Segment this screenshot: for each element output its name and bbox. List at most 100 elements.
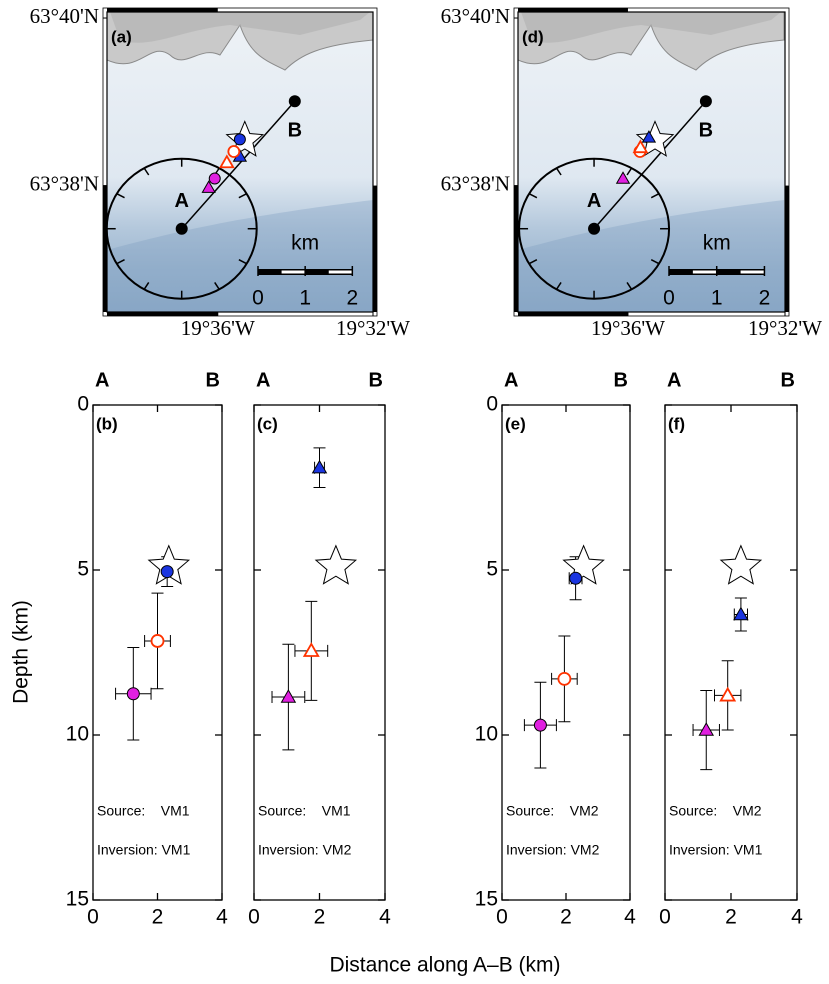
y-tick-label: 63°40'N (441, 4, 510, 28)
panel-label: (c) (257, 414, 278, 433)
marker-star (721, 546, 761, 584)
x-tick-label: 2 (560, 906, 572, 929)
marker (534, 719, 546, 731)
profile-label: A (174, 190, 188, 212)
y-tick-label: 15 (66, 888, 89, 911)
annotation: Inversion: VM1 (669, 842, 763, 858)
x-tick-label: 0 (659, 906, 671, 929)
scale-tick-label: 2 (759, 287, 771, 310)
frame-bar (518, 312, 628, 316)
x-tick-label: 19°32'W (748, 316, 822, 340)
end-label: A (95, 369, 109, 391)
scale-tick-label: 2 (346, 287, 358, 310)
end-label: B (369, 369, 383, 391)
marker (152, 635, 164, 647)
panel-frame (665, 405, 797, 900)
scale-bar-segment (741, 271, 765, 274)
scale-tick-label: 0 (252, 287, 264, 310)
map-body: A B 0 1 2 km (518, 12, 785, 312)
marker (234, 134, 245, 145)
y-axis-label: Depth (km) (10, 600, 33, 704)
scale-label: km (291, 232, 319, 255)
marker (558, 673, 570, 685)
y-tick-label: 5 (486, 558, 498, 581)
figure: Depth (km) Distance along A–B (km) A B 0 1 2… (0, 0, 829, 984)
marker (281, 690, 295, 702)
scale-bar-segment (282, 271, 306, 274)
x-tick-label: 19°36'W (591, 316, 665, 340)
annotation: Inversion: VM2 (506, 842, 600, 858)
x-tick-label: 2 (725, 906, 737, 929)
y-tick-label: 5 (77, 558, 89, 581)
marker (734, 608, 748, 620)
annotation: Inversion: VM2 (258, 842, 352, 858)
scale-tick-label: 0 (663, 287, 675, 310)
end-label: A (667, 369, 681, 391)
marker (570, 572, 582, 584)
frame-bar (785, 186, 789, 312)
end-label: A (256, 369, 270, 391)
marker-star (149, 546, 189, 584)
scale-bar-segment (693, 271, 717, 274)
x-tick-label: 4 (624, 906, 636, 929)
x-tick-label: 2 (152, 906, 164, 929)
scale-bar-segment (329, 271, 353, 274)
panel-label: (f) (668, 414, 685, 433)
x-tick-label: 4 (216, 906, 228, 929)
annotation: Source: VM2 (669, 803, 762, 819)
x-tick-label: 4 (379, 906, 391, 929)
marker-star (316, 546, 356, 584)
profile-label: B (699, 120, 713, 142)
end-label: B (614, 369, 628, 391)
y-tick-label: 63°38'N (30, 171, 99, 195)
frame-bar (373, 186, 377, 312)
y-tick-label: 0 (77, 393, 89, 416)
marker (127, 688, 139, 700)
frame-bar (107, 312, 218, 316)
frame-bar (103, 186, 107, 312)
profile-end (588, 223, 600, 235)
panel-label: (a) (111, 27, 132, 46)
profile-label: B (288, 120, 302, 142)
scale-label: km (703, 232, 731, 255)
panel-label: (e) (505, 414, 526, 433)
x-axis-label: Distance along A–B (km) (329, 954, 560, 977)
y-tick-label: 10 (475, 723, 498, 746)
marker (699, 723, 713, 735)
frame-bar (514, 186, 518, 312)
y-tick-label: 10 (66, 723, 89, 746)
scale-tick-label: 1 (299, 287, 311, 310)
profile-end (700, 95, 712, 107)
y-tick-label: 63°38'N (441, 171, 510, 195)
panel-frame (502, 405, 630, 900)
marker (721, 689, 735, 701)
end-label: B (206, 369, 220, 391)
end-label: A (504, 369, 518, 391)
panel-label: (d) (522, 27, 544, 46)
map-body: A B 0 1 2 km (107, 12, 373, 312)
y-tick-label: 63°40'N (30, 4, 99, 28)
end-label: B (781, 369, 795, 391)
y-tick-label: 15 (475, 888, 498, 911)
x-tick-label: 4 (791, 906, 803, 929)
marker (304, 644, 318, 656)
annotation: Source: VM1 (258, 803, 351, 819)
panel-label: (b) (96, 414, 118, 433)
x-tick-label: 2 (314, 906, 326, 929)
annotation: Inversion: VM1 (97, 842, 191, 858)
profile-label: A (587, 190, 601, 212)
profile-end (289, 95, 301, 107)
profile-end (176, 223, 188, 235)
annotation: Source: VM1 (97, 803, 190, 819)
frame-bar (107, 8, 218, 12)
frame-bar (518, 8, 628, 12)
x-tick-label: 19°32'W (336, 316, 410, 340)
annotation: Source: VM2 (506, 803, 599, 819)
marker (228, 146, 239, 157)
scale-tick-label: 1 (711, 287, 723, 310)
y-tick-label: 0 (486, 393, 498, 416)
x-tick-label: 19°36'W (181, 316, 255, 340)
marker (161, 566, 173, 578)
marker (209, 173, 220, 184)
x-tick-label: 0 (248, 906, 260, 929)
